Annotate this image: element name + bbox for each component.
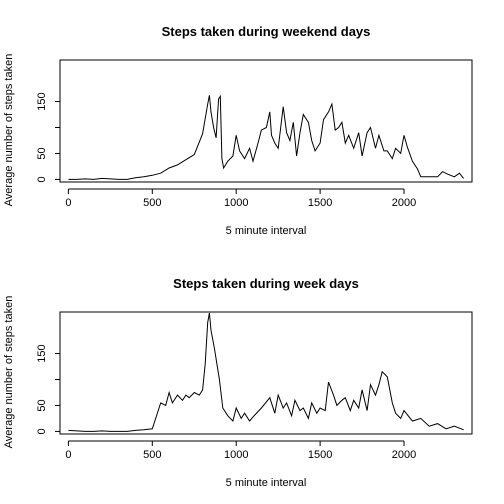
x-axis: 0 500 1000 1500 2000 (65, 188, 416, 209)
plot-frame (59, 311, 473, 435)
y-tick-label: 50 (36, 399, 48, 411)
plot-frame (59, 59, 473, 183)
x-axis-label: 5 minute interval (226, 225, 307, 237)
x-tick-label: 500 (143, 197, 161, 209)
x-tick-label: 1500 (308, 449, 332, 461)
x-tick-label: 2000 (392, 449, 416, 461)
series-line (68, 312, 464, 432)
y-tick-label: 0 (36, 176, 48, 182)
x-tick-label: 0 (65, 449, 71, 461)
y-axis: 0 50 150 (36, 92, 60, 182)
y-axis-label: Average number of steps taken (3, 54, 15, 207)
y-tick-label: 50 (36, 147, 48, 159)
x-tick-label: 1500 (308, 197, 332, 209)
y-tick-label: 0 (36, 428, 48, 434)
weekday-chart: Steps taken during week days 5 minute in… (3, 276, 473, 489)
weekend-chart: Steps taken during weekend days 5 minute… (3, 24, 473, 237)
y-tick-label: 150 (36, 344, 48, 362)
y-axis-label: Average number of steps taken (3, 296, 15, 449)
x-tick-label: 2000 (392, 197, 416, 209)
series-line (68, 94, 464, 180)
y-tick-label: 150 (36, 92, 48, 110)
x-tick-label: 500 (143, 449, 161, 461)
y-axis: 0 50 150 (36, 344, 60, 434)
x-tick-label: 1000 (224, 197, 248, 209)
x-tick-label: 1000 (224, 449, 248, 461)
chart-title: Steps taken during week days (173, 276, 359, 291)
x-tick-label: 0 (65, 197, 71, 209)
chart-title: Steps taken during weekend days (162, 24, 371, 39)
x-axis-label: 5 minute interval (226, 477, 307, 489)
x-axis: 0 500 1000 1500 2000 (65, 440, 416, 461)
